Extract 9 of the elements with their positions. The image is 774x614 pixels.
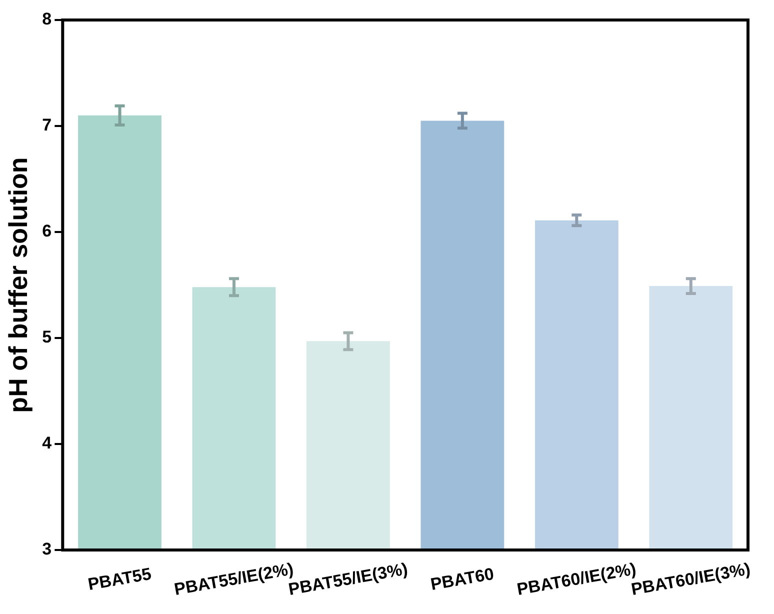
y-tick-label: 3 [42, 540, 52, 559]
x-tick-label: PBAT60 [429, 564, 496, 594]
y-tick-label: 7 [42, 116, 52, 135]
y-tick-label: 8 [42, 10, 52, 29]
y-tick-label: 6 [42, 222, 52, 241]
y-tick-label: 5 [42, 328, 52, 347]
x-tick-label: PBAT55 [86, 564, 153, 594]
y-tick-label: 4 [42, 434, 52, 453]
y-axis-title: pH of buffer solution [2, 157, 33, 413]
